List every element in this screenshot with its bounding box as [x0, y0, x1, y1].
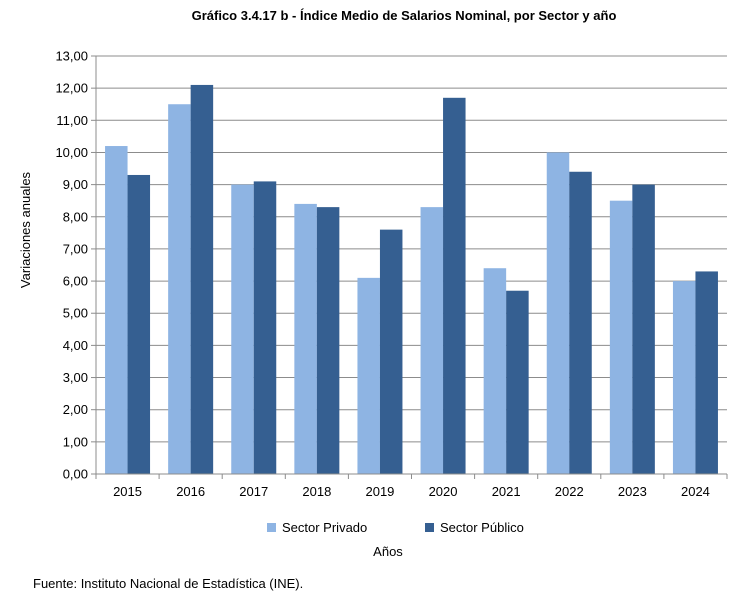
bar-sector-publico-2017: Sector Público 2017: 9.1	[253, 181, 277, 474]
y-tick-labels: 0,00 1,00 2,00 3,00 4,00 5,00 6,00 7,00 8,00 9,00…	[55, 49, 96, 482]
bar-sector-publico-2022: Sector Público 2022: 9.4	[569, 171, 592, 474]
y-tick-label: 7,00	[63, 241, 88, 256]
y-tick-label: 13,00	[55, 49, 88, 64]
bar-sector-publico-2023: Sector Público 2023: 9	[632, 184, 655, 474]
y-tick-label: 0,00	[63, 467, 88, 482]
bars: Sector Privado 2015: 10.2Sector Público …	[105, 84, 718, 475]
bar-sector-privado-2018: Sector Privado 2018: 8.4	[294, 203, 317, 474]
bar-sector-publico-2015: Sector Público 2015: 9.3	[127, 174, 151, 474]
y-tick-label: 8,00	[63, 209, 88, 224]
bar-sector-publico-2020: Sector Público 2020: 11.7	[443, 97, 466, 475]
legend-label: Sector Público	[440, 520, 524, 535]
bar-sector-privado-2022: Sector Privado 2022: 10	[546, 152, 570, 474]
y-tick-label: 6,00	[63, 274, 88, 289]
x-tick-label: 2024	[681, 484, 710, 499]
bar-sector-publico-2021: Sector Público 2021: 5.7	[506, 290, 529, 474]
bar-sector-privado-2021: Sector Privado 2021: 6.4	[483, 268, 507, 474]
x-tick-label: 2022	[555, 484, 584, 499]
y-tick-label: 4,00	[63, 338, 88, 353]
bar-sector-privado-2016: Sector Privado 2016: 11.5	[168, 104, 191, 474]
y-axis-title: Variaciones anuales	[18, 171, 33, 288]
x-tick-label: 2016	[176, 484, 205, 499]
y-tick-label: 12,00	[55, 81, 88, 96]
y-tick-label: 2,00	[63, 402, 88, 417]
source-note: Fuente: Instituto Nacional de Estadístic…	[33, 576, 304, 591]
chart-title: Gráfico 3.4.17 b - Índice Medio de Salar…	[192, 8, 617, 23]
bar-sector-publico-2016: Sector Público 2016: 12.1	[190, 84, 214, 474]
y-tick-label: 10,00	[55, 145, 88, 160]
x-axis-title: Años	[373, 544, 403, 559]
bar-sector-privado-2015: Sector Privado 2015: 10.2	[105, 146, 128, 474]
bar-sector-privado-2024: Sector Privado 2024: 6	[672, 281, 696, 474]
x-tick-label: 2017	[239, 484, 268, 499]
y-tick-label: 11,00	[56, 113, 88, 128]
y-tick-label: 1,00	[63, 434, 88, 449]
legend-label: Sector Privado	[282, 520, 367, 535]
legend-swatch	[267, 523, 276, 532]
y-tick-label: 9,00	[63, 177, 88, 192]
x-tick-label: 2015	[113, 484, 142, 499]
bar-sector-privado-2019: Sector Privado 2019: 6.1	[357, 277, 380, 474]
x-tick-label: 2018	[302, 484, 331, 499]
bar-sector-privado-2020: Sector Privado 2020: 8.3	[420, 207, 444, 474]
legend-swatch	[425, 523, 434, 532]
x-tick-label: 2019	[365, 484, 394, 499]
bar-sector-publico-2024: Sector Público 2024: 6.3	[695, 271, 718, 474]
x-tick-label: 2020	[429, 484, 458, 499]
y-tick-label: 5,00	[63, 306, 88, 321]
bar-sector-privado-2017: Sector Privado 2017: 9	[231, 184, 254, 474]
bar-sector-publico-2019: Sector Público 2019: 7.6	[379, 229, 403, 474]
bar-sector-privado-2023: Sector Privado 2023: 8.5	[609, 200, 633, 474]
bar-sector-publico-2018: Sector Público 2018: 8.3	[316, 207, 340, 474]
x-tick-label: 2021	[492, 484, 521, 499]
legend: Sector Privado Sector Público	[267, 520, 524, 535]
x-tick-labels: 2015 2016 2017 2018 2019 2020 2021 2022 2023 2024	[95, 474, 728, 499]
x-tick-label: 2023	[618, 484, 647, 499]
y-tick-label: 3,00	[63, 370, 88, 385]
